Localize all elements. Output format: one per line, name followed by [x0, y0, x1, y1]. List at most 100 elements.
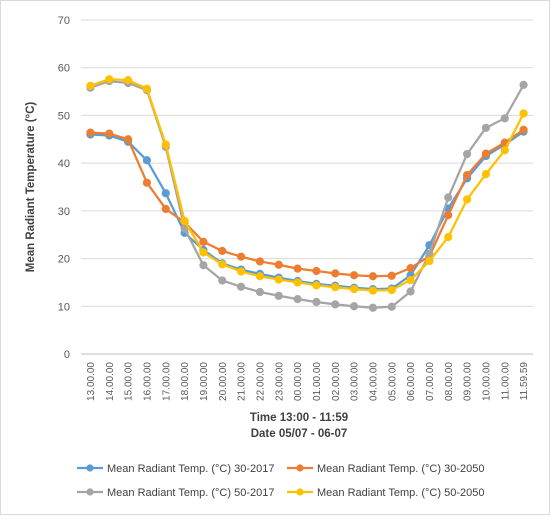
data-point: [293, 264, 302, 273]
x-axis-ticks: 13.00.00 14.00.00 15.00.00 16.00.00 17.00.00…: [86, 362, 530, 401]
data-point: [312, 266, 321, 276]
data-point: [519, 80, 528, 89]
data-point: [142, 84, 152, 93]
data-point: [218, 276, 227, 285]
x-tick-label: 02.00.00: [331, 362, 342, 401]
data-point: [406, 275, 415, 285]
data-point: [331, 300, 340, 309]
data-point: [293, 278, 302, 287]
data-point: [331, 269, 340, 278]
data-point: [255, 257, 265, 266]
data-point: [274, 275, 283, 284]
data-point: [161, 140, 170, 149]
data-point: [161, 204, 170, 214]
x-tick-label: 11.59.59: [519, 362, 530, 401]
data-point: [274, 291, 283, 300]
data-point: [444, 193, 453, 202]
data-point: [142, 178, 152, 187]
y-tick-label: 60: [58, 63, 70, 75]
legend-marker: [296, 488, 304, 496]
data-point: [387, 302, 396, 311]
data-point: [462, 170, 472, 180]
data-point: [199, 248, 208, 257]
data-point: [255, 272, 265, 281]
y-tick-label: 50: [58, 110, 70, 122]
y-tick-label: 30: [58, 206, 70, 218]
x-tick-label: 03.00.00: [350, 362, 361, 401]
data-point: [444, 233, 453, 242]
legend-label: Mean Radiant Temp. (°C) 50-2050: [317, 487, 484, 499]
legend-item-2: Mean Radiant Temp. (°C) 30-2050: [287, 463, 484, 475]
data-point: [481, 149, 491, 158]
legend-label: Mean Radiant Temp. (°C) 30-2017: [107, 463, 274, 475]
data-point: [462, 149, 472, 159]
legend-item-1: Mean Radiant Temp. (°C) 30-2017: [77, 463, 274, 475]
x-tick-label: 20.00.00: [218, 362, 229, 401]
data-point: [481, 170, 491, 179]
data-point: [180, 216, 189, 225]
data-point: [349, 302, 359, 311]
data-point: [236, 252, 246, 261]
x-tick-label: 10.00.00: [481, 362, 492, 401]
x-tick-label: 01.00.00: [312, 362, 323, 401]
series-line: [89, 130, 525, 291]
data-point: [199, 237, 208, 246]
x-tick-label: 22.00.00: [255, 362, 266, 401]
x-tick-label: 13.00.00: [86, 362, 97, 401]
data-point: [86, 81, 95, 90]
legend-label: Mean Radiant Temp. (°C) 30-2050: [317, 463, 484, 475]
data-point: [86, 128, 95, 137]
x-tick-label: 00.00.00: [293, 362, 304, 401]
legend-item-4: Mean Radiant Temp. (°C) 50-2050: [287, 487, 484, 499]
x-tick-label: 16.00.00: [142, 362, 153, 401]
x-tick-label: 05.00.00: [387, 362, 398, 401]
data-point: [406, 287, 415, 296]
data-point: [349, 271, 359, 280]
data-point: [236, 267, 246, 276]
data-point: [406, 264, 415, 273]
legend: Mean Radiant Temp. (°C) 30-2017 Mean Radi…: [77, 463, 484, 499]
x-tick-label: 17.00.00: [161, 362, 172, 401]
x-tick-label: 15.00.00: [124, 362, 135, 401]
y-tick-label: 70: [58, 15, 70, 27]
data-point: [387, 271, 396, 280]
data-point: [519, 125, 528, 134]
data-point: [481, 123, 491, 132]
data-point: [293, 295, 302, 304]
y-tick-label: 10: [58, 301, 70, 313]
data-point: [105, 75, 114, 84]
x-tick-label: 18.00.00: [180, 362, 191, 401]
y-axis-ticks: 0 10 20 30 40 50 60 70: [58, 15, 70, 361]
data-point: [500, 146, 509, 155]
series-line: [89, 128, 525, 278]
data-point: [349, 285, 359, 294]
x-tick-label: 06.00.00: [406, 362, 417, 401]
x-axis-title-line-2: Date 05/07 - 06-07: [251, 428, 348, 440]
data-point: [218, 246, 227, 256]
data-point: [519, 109, 528, 118]
data-point: [368, 272, 378, 281]
x-tick-label: 07.00.00: [425, 362, 436, 401]
data-point: [462, 195, 472, 204]
data-point: [312, 297, 321, 307]
data-point: [199, 261, 208, 270]
y-tick-label: 0: [64, 349, 70, 361]
data-point: [218, 260, 227, 269]
data-point: [368, 303, 378, 312]
data-point: [105, 129, 114, 138]
x-tick-label: 23.00.00: [274, 362, 285, 401]
data-point: [255, 287, 265, 297]
data-point: [161, 189, 170, 198]
data-point: [142, 156, 152, 165]
series-line: [89, 78, 525, 292]
series-4: [86, 75, 528, 295]
x-tick-label: 08.00.00: [444, 362, 455, 401]
data-point: [444, 211, 453, 220]
legend-marker: [86, 488, 94, 496]
series-2: [86, 125, 528, 281]
data-point: [123, 135, 133, 144]
data-point: [123, 76, 133, 85]
series-lines: [86, 75, 528, 312]
